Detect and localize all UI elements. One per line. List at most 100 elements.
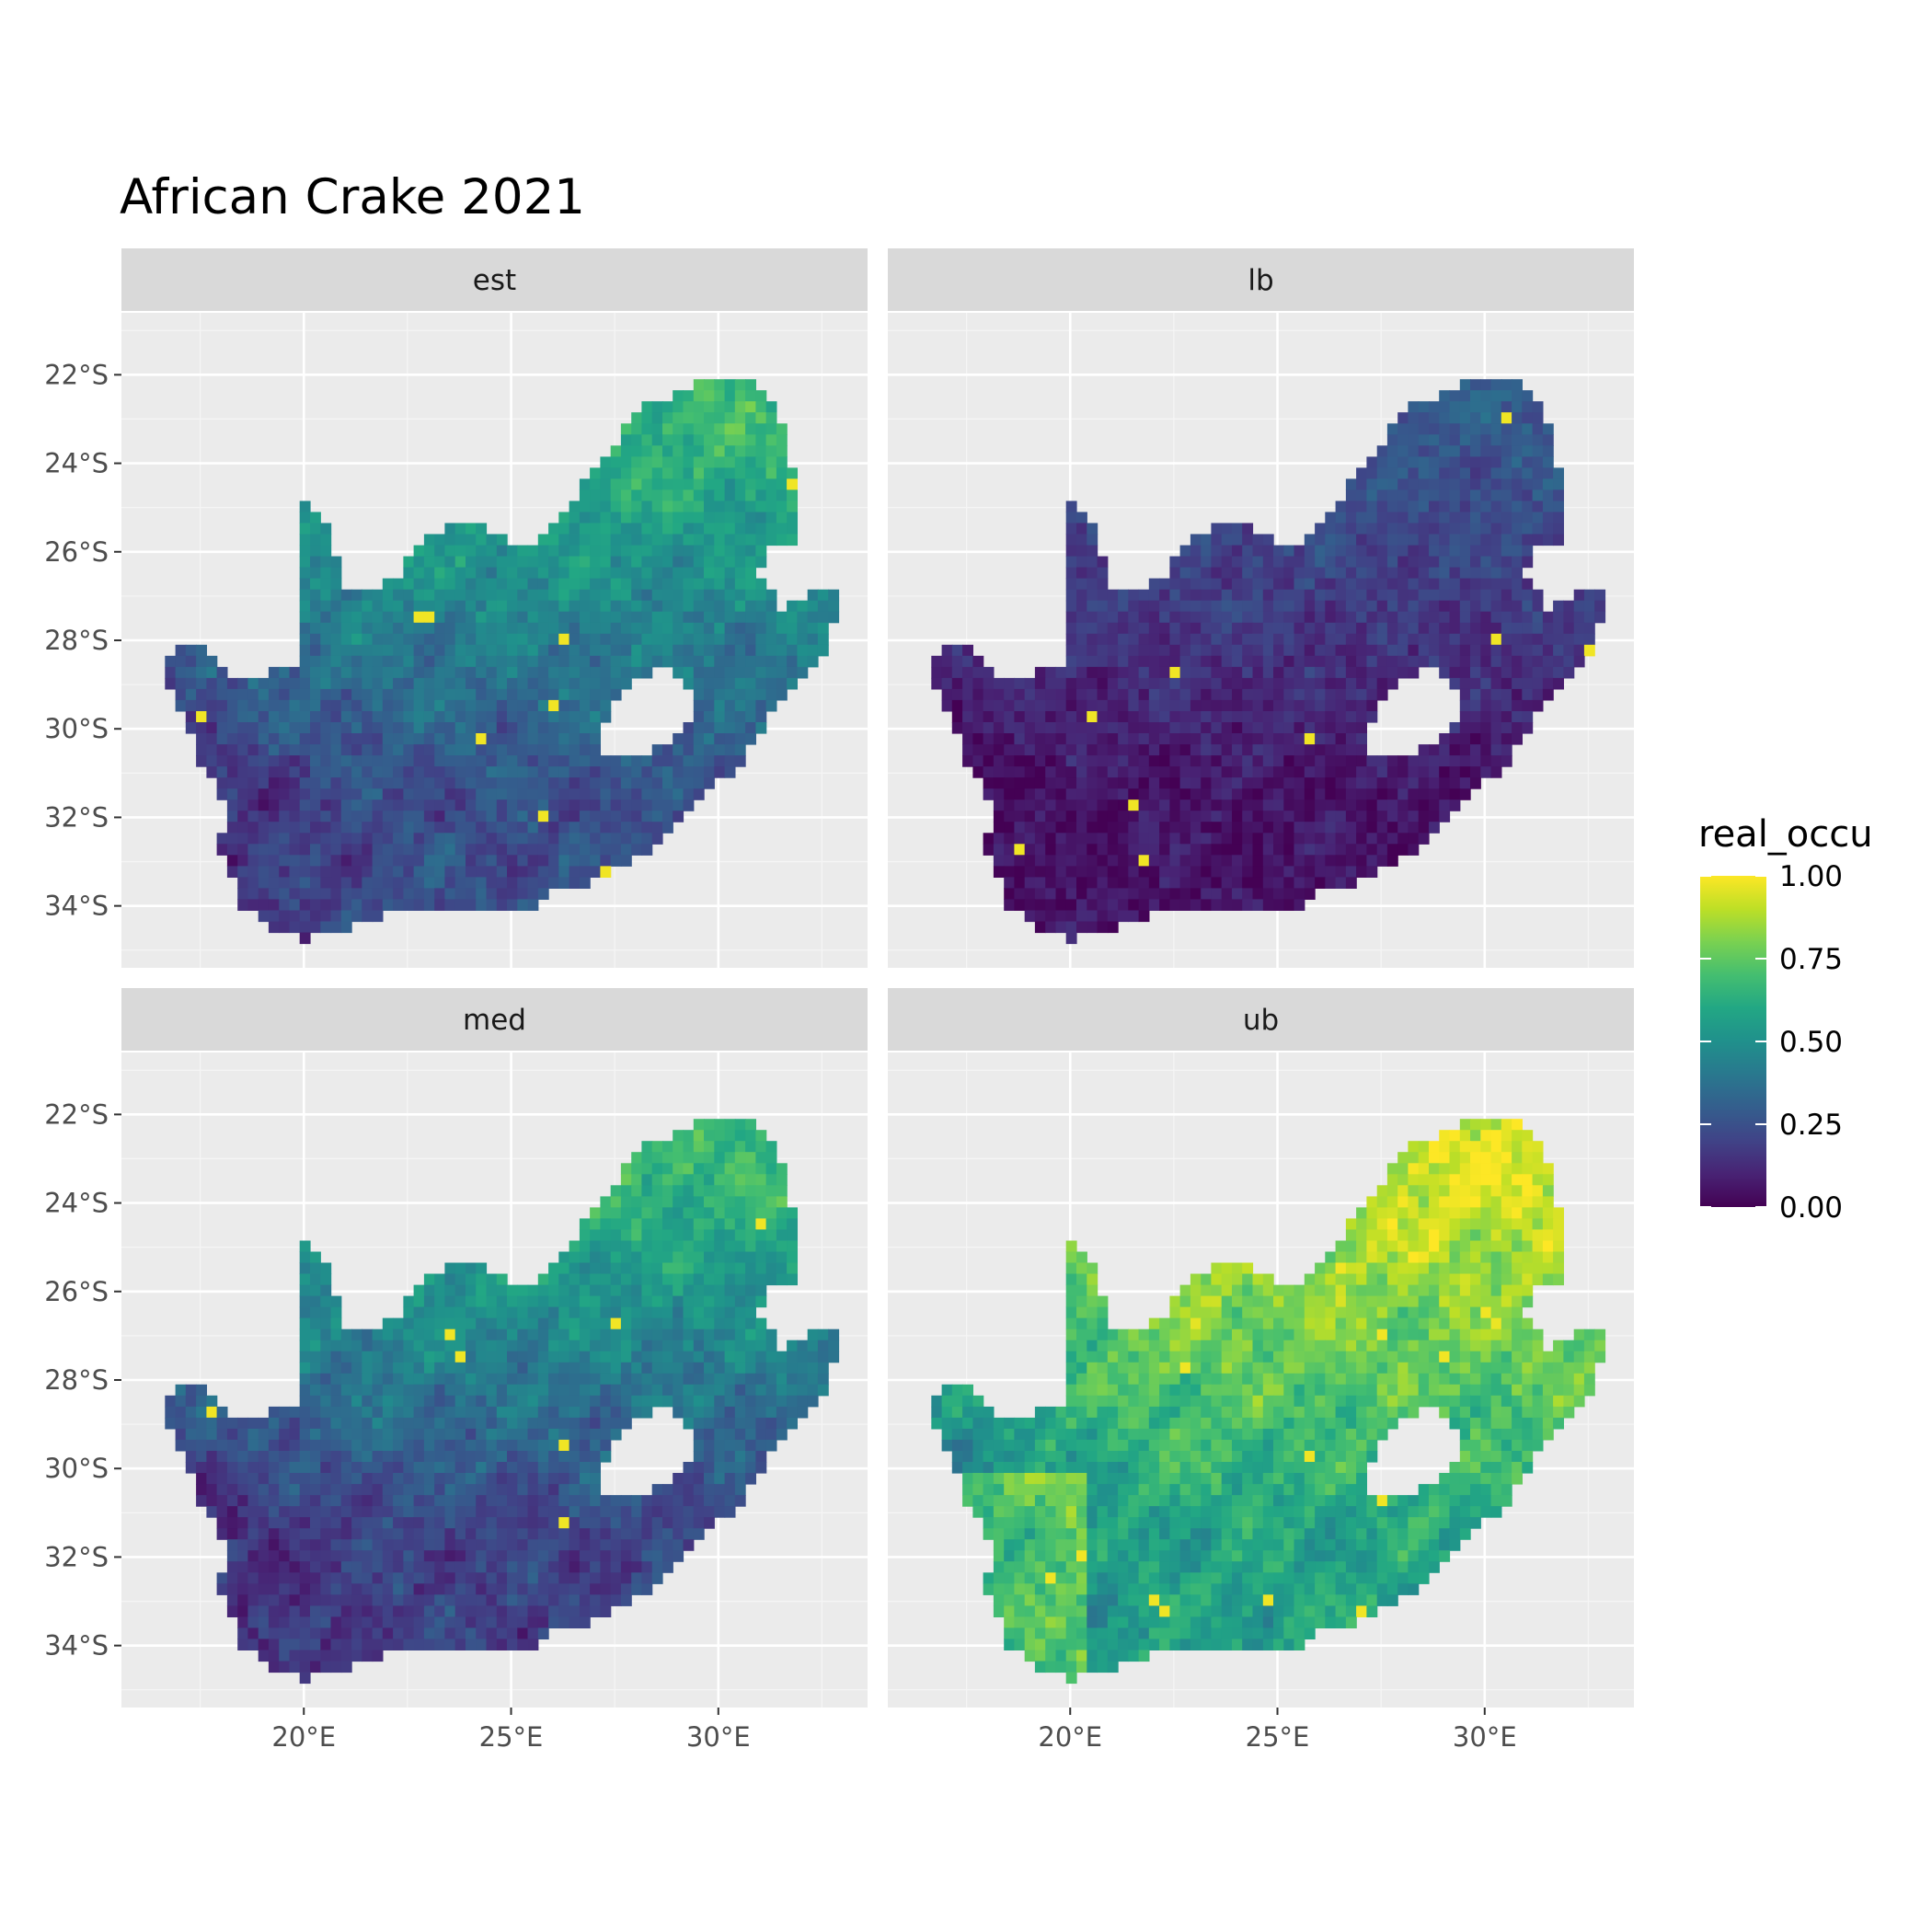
raster-cell <box>1470 677 1481 690</box>
raster-cell <box>1034 866 1046 878</box>
raster-cell <box>1065 578 1077 591</box>
raster-cell <box>1148 677 1160 690</box>
raster-cell <box>351 833 362 845</box>
raster-cell <box>1501 556 1512 569</box>
raster-cell <box>1542 489 1554 501</box>
raster-cell <box>704 478 715 490</box>
raster-cell <box>1345 755 1357 767</box>
raster-cell <box>476 1473 488 1485</box>
raster-cell <box>797 1384 809 1397</box>
raster-cell <box>507 1306 518 1319</box>
raster-cell <box>413 722 425 734</box>
raster-cell <box>216 766 228 778</box>
raster-cell <box>590 677 601 690</box>
raster-cell <box>1583 589 1595 602</box>
raster-cell <box>1429 512 1440 524</box>
raster-cell <box>1470 655 1481 668</box>
raster-cell <box>1294 877 1305 889</box>
raster-cell <box>558 733 570 745</box>
raster-cell <box>1335 855 1347 867</box>
raster-cell <box>362 1373 374 1386</box>
raster-cell <box>1512 600 1523 613</box>
raster-cell <box>620 1163 632 1175</box>
raster-cell <box>517 1351 529 1363</box>
raster-cell <box>1045 677 1057 690</box>
raster-cell <box>1418 512 1430 524</box>
raster-cell <box>1221 744 1233 756</box>
raster-cell <box>1449 456 1461 468</box>
raster-cell <box>496 822 508 834</box>
raster-cell <box>1501 611 1512 624</box>
raster-cell <box>496 811 508 822</box>
raster-cell <box>693 1240 705 1253</box>
raster-cell <box>1501 567 1512 580</box>
raster-cell <box>403 677 415 690</box>
raster-cell <box>434 655 446 668</box>
occupancy-raster <box>165 379 840 945</box>
raster-cell <box>517 1462 529 1474</box>
raster-cell <box>434 877 446 889</box>
raster-cell <box>1335 545 1347 558</box>
raster-cell <box>1376 512 1388 524</box>
raster-cell <box>558 1340 570 1352</box>
raster-cell <box>1459 733 1471 745</box>
raster-cell <box>258 1417 270 1430</box>
raster-cell <box>1429 534 1440 546</box>
raster-cell <box>1004 777 1016 789</box>
raster-cell <box>600 1251 612 1264</box>
raster-cell <box>476 866 488 878</box>
raster-cell <box>704 1262 715 1275</box>
raster-cell <box>673 489 684 501</box>
raster-cell <box>1242 799 1254 811</box>
raster-cell <box>817 600 829 613</box>
raster-cell <box>496 1351 508 1363</box>
raster-cell <box>423 711 435 723</box>
raster-cell <box>1252 644 1264 657</box>
raster-cell <box>590 1251 601 1264</box>
raster-cell <box>1470 755 1481 767</box>
raster-cell <box>1065 910 1077 923</box>
raster-cell <box>454 1262 466 1275</box>
raster-cell <box>527 1451 539 1463</box>
raster-cell <box>454 666 466 679</box>
raster-cell <box>1356 589 1367 602</box>
raster-cell <box>1097 677 1109 690</box>
raster-cell <box>683 589 695 602</box>
raster-cell <box>1169 556 1181 569</box>
raster-cell <box>362 799 374 811</box>
raster-cell <box>1408 844 1420 856</box>
raster-cell <box>1201 589 1213 602</box>
raster-cell <box>226 788 238 800</box>
raster-cell <box>496 833 508 845</box>
raster-cell <box>662 534 673 546</box>
raster-cell <box>527 1328 539 1341</box>
raster-cell <box>1169 611 1181 624</box>
raster-cell <box>1128 622 1140 635</box>
raster-cell <box>704 688 715 701</box>
raster-cell <box>651 545 663 558</box>
raster-cell <box>548 688 559 701</box>
raster-cell <box>454 1328 466 1341</box>
raster-cell <box>1169 666 1181 679</box>
raster-cell <box>527 1395 539 1408</box>
raster-cell <box>1190 622 1202 635</box>
raster-cell <box>527 866 539 878</box>
raster-cell <box>403 1328 415 1341</box>
raster-cell <box>610 534 622 546</box>
raster-cell <box>548 1317 559 1330</box>
raster-cell <box>279 1428 291 1441</box>
raster-cell <box>1014 677 1026 690</box>
raster-cell <box>797 1362 809 1374</box>
raster-cell <box>330 633 342 646</box>
raster-cell <box>413 578 425 591</box>
raster-cell <box>962 744 973 756</box>
raster-cell <box>1242 666 1254 679</box>
raster-cell <box>734 1218 746 1230</box>
raster-cell <box>558 633 570 646</box>
raster-cell <box>662 1373 673 1386</box>
raster-cell <box>476 1273 488 1286</box>
raster-cell <box>1179 855 1191 867</box>
raster-cell <box>310 1495 321 1507</box>
raster-cell <box>476 1295 488 1308</box>
raster-cell <box>279 722 291 734</box>
